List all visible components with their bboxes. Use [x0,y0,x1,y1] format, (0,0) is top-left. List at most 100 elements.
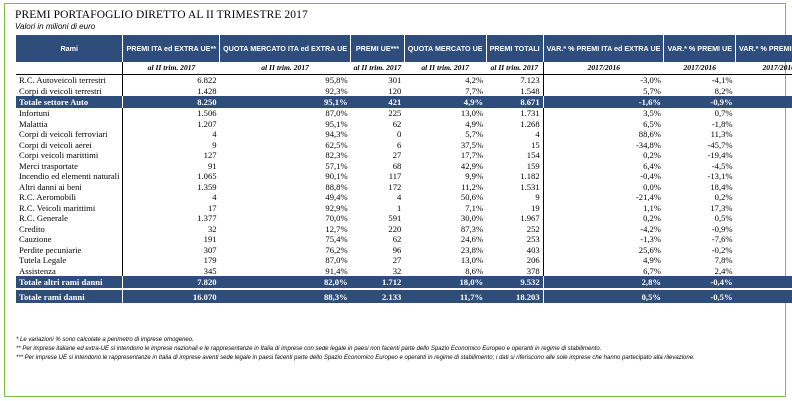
cell-value: -0,9% [711,223,733,234]
table-row: R.C. Generale 1.377 70,0% 591 30,0% 1.967 0,2%… [16,213,792,224]
cell-value: -3,9% [736,150,792,161]
cell-value: 18,0% [404,276,487,288]
column-header: PREMI TOTALI [485,35,544,62]
cell-value: -3,0% [542,74,664,86]
cell-value: -4,2% [542,223,664,234]
cell-value: -0,5% [663,290,736,303]
table-row: Altri danni ai beni 1.359 88,8% 172 11,2% 1.5… [16,181,792,192]
cell-value: 94,3% [325,129,348,140]
cell-value: 1.712 [350,276,405,288]
cell-value: 179 [122,255,220,266]
cell-value: -1,3% [736,224,792,235]
row-label: Totale altri rami danni [16,276,123,288]
cell-value: 253 [526,234,540,245]
table-row: Perdite pecuniarie 307 76,2% 96 23,8% 403 25,6… [16,244,792,256]
cell-value: 0,4% [735,290,792,303]
table-row: R.C. Veicoli marittimi 17 92,9% 1 7,1% 19 1,1%… [16,202,792,213]
cell-value: 90,1% [325,171,348,182]
cell-value: 18,4% [710,181,733,192]
cell-value: 5,7% [542,85,664,96]
cell-value: 1.428 [122,85,220,96]
cell-value: 5,9% [736,86,792,97]
cell-value: 1.207 [122,118,220,129]
cell-value: 11,7% [404,290,487,303]
column-subheader: al II trim. 2017 [219,62,351,75]
row-separator [16,288,792,290]
column-subheader: al II trim. 2017 [404,62,487,75]
cell-value: 42,9% [460,160,484,171]
cell-value: -34,8% [542,139,664,150]
cell-value: -1,8% [711,118,733,129]
cell-value: 87,0% [325,255,348,266]
cell-value: 252 [526,223,540,234]
cell-value: 4,2% [465,75,484,86]
row-label: Malattia [19,118,48,129]
footnote: * Le variazioni % sono calcolate a perim… [16,337,194,343]
footnote: ** Per imprese italiane ed extra-UE si i… [16,346,602,352]
cell-value: 8.250 [122,96,220,108]
header-row: Rami PREMI ITA ed EXTRA UE** QUOTA MERCATO… [16,35,792,62]
row-label: Incendio ed elementi naturali [19,171,120,182]
cell-value: 18,3% [736,245,792,256]
cell-value: -0,4% [542,171,664,182]
cell-value: -19,4% [707,150,733,161]
cell-value: 17 [122,202,220,213]
column-subheader: 2017/2016 [542,62,664,75]
cell-value: 19 [531,202,540,213]
column-subheader: al II trim. 2017 [486,62,544,75]
page-title: PREMI PORTAFOGLIO DIRETTO AL II TRIMESTR… [15,9,308,21]
cell-value: 4,9% [404,96,487,108]
cell-value: 7.820 [122,276,220,288]
cell-value: 2,4% [714,265,733,276]
table-row: Incendio ed elementi naturali 1.065 90,1% 1… [16,171,792,182]
cell-value: -0,2% [711,244,733,255]
cell-value: 301 [388,75,402,86]
cell-value: 91 [122,160,220,171]
row-label: R.C. Veicoli marittimi [19,202,96,213]
cell-value: 117 [388,171,402,182]
cell-value: -4,1% [711,75,733,86]
cell-value: 0,5% [542,290,664,303]
cell-value: 1.182 [520,171,540,182]
row-label: Perdite pecuniarie [19,244,82,255]
column-header: PREMI UE*** [350,35,405,62]
column-subheader: 2017/2016 [735,62,792,75]
cell-value: 88,3% [219,290,351,303]
row-label: Corpi di veicoli aerei [19,139,92,150]
cell-value: 88,8% [325,181,348,192]
table-row: R.C. Aeromobili 4 49,4% 4 50,6% 9-21,4% 0,2%-1… [16,192,792,203]
cell-value: 7,8% [714,255,733,266]
cell-value: 7.123 [520,75,540,86]
cell-value: 7,7% [465,85,484,96]
row-label: Credito [19,223,45,234]
table-row: Corpi di veicoli ferroviari 4 94,3% 0 5,7% 4 8… [16,129,792,140]
row-label: R.C. Generale [19,213,68,224]
premi-table: Rami PREMI ITA ed EXTRA UE** QUOTA MERCATO… [16,35,792,303]
cell-value: 3,5% [542,108,664,119]
cell-value: 15 [531,139,540,150]
cell-value: 8,2% [714,85,733,96]
cell-value: 2,2% [735,276,792,288]
cell-value: 4,9% [542,255,664,266]
cell-value: 92,3% [325,85,348,96]
cell-value: 307 [122,244,220,255]
cell-value: 75,4% [325,234,348,245]
column-subheader [16,62,123,75]
cell-value: 62 [392,234,402,245]
cell-value: 4 [397,192,402,203]
cell-value: 154 [526,150,540,161]
cell-value: 225 [388,108,402,119]
cell-value: 6,3% [736,266,792,277]
cell-value: -13,1% [707,171,733,182]
row-label: Corpi di veicoli ferroviari [19,129,108,140]
cell-value: 82,3% [325,150,348,161]
cell-value: 32 [122,223,220,234]
cell-value: 49,4% [325,192,348,203]
cell-value: -45,7% [707,139,733,150]
cell-value: 403 [526,244,540,255]
cell-value: 82,0% [219,276,351,288]
cell-value: 18.203 [486,290,544,303]
cell-value: 1.359 [122,181,220,192]
cell-value: 70,0% [325,213,348,224]
